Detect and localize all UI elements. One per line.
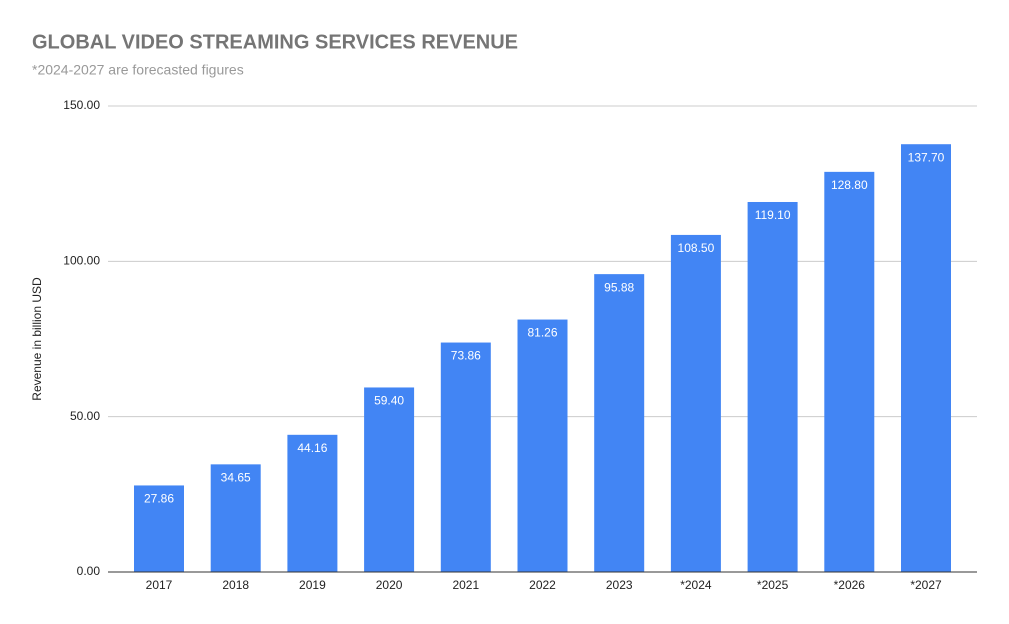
x-tick-label: 2021	[452, 578, 479, 592]
y-axis-label: Revenue in billion USD	[30, 277, 44, 401]
bar	[670, 234, 721, 572]
value-label: 59.40	[374, 394, 404, 408]
value-label: 34.65	[221, 471, 251, 485]
value-label: 108.50	[678, 241, 715, 255]
x-tick-label: *2026	[834, 578, 866, 592]
x-tick-label: *2024	[680, 578, 712, 592]
bar	[134, 485, 184, 572]
bar	[440, 342, 491, 572]
y-tick-label: 50.00	[70, 409, 100, 423]
value-label: 73.86	[451, 349, 481, 363]
bar	[210, 464, 261, 572]
value-label: 128.80	[831, 178, 868, 192]
bar	[594, 274, 645, 572]
bar	[517, 319, 568, 572]
chart-title: GLOBAL VIDEO STREAMING SERVICES REVENUE	[32, 31, 518, 53]
y-tick-label: 0.00	[77, 564, 101, 578]
x-tick-label: 2018	[222, 578, 249, 592]
x-tick-label: *2027	[910, 578, 942, 592]
x-tick-label: 2022	[529, 578, 556, 592]
chart-subtitle: *2024-2027 are forecasted figures	[32, 62, 244, 78]
x-tick-label: 2017	[146, 578, 173, 592]
value-label: 119.10	[755, 208, 791, 222]
bar	[287, 434, 338, 572]
x-tick-label: 2023	[606, 578, 633, 592]
bar	[364, 387, 415, 572]
bar	[901, 144, 951, 572]
value-label: 95.88	[604, 280, 634, 294]
x-tick-label: 2020	[376, 578, 403, 592]
bar	[747, 201, 798, 572]
value-label: 27.86	[144, 492, 174, 506]
x-tick-label: 2019	[299, 578, 326, 592]
y-tick-label: 150.00	[63, 98, 100, 112]
y-tick-label: 100.00	[63, 254, 100, 268]
value-label: 81.26	[527, 326, 557, 340]
value-label: 137.70	[908, 150, 945, 164]
x-tick-label: *2025	[757, 578, 789, 592]
bar	[824, 171, 875, 572]
value-label: 44.16	[297, 441, 327, 455]
